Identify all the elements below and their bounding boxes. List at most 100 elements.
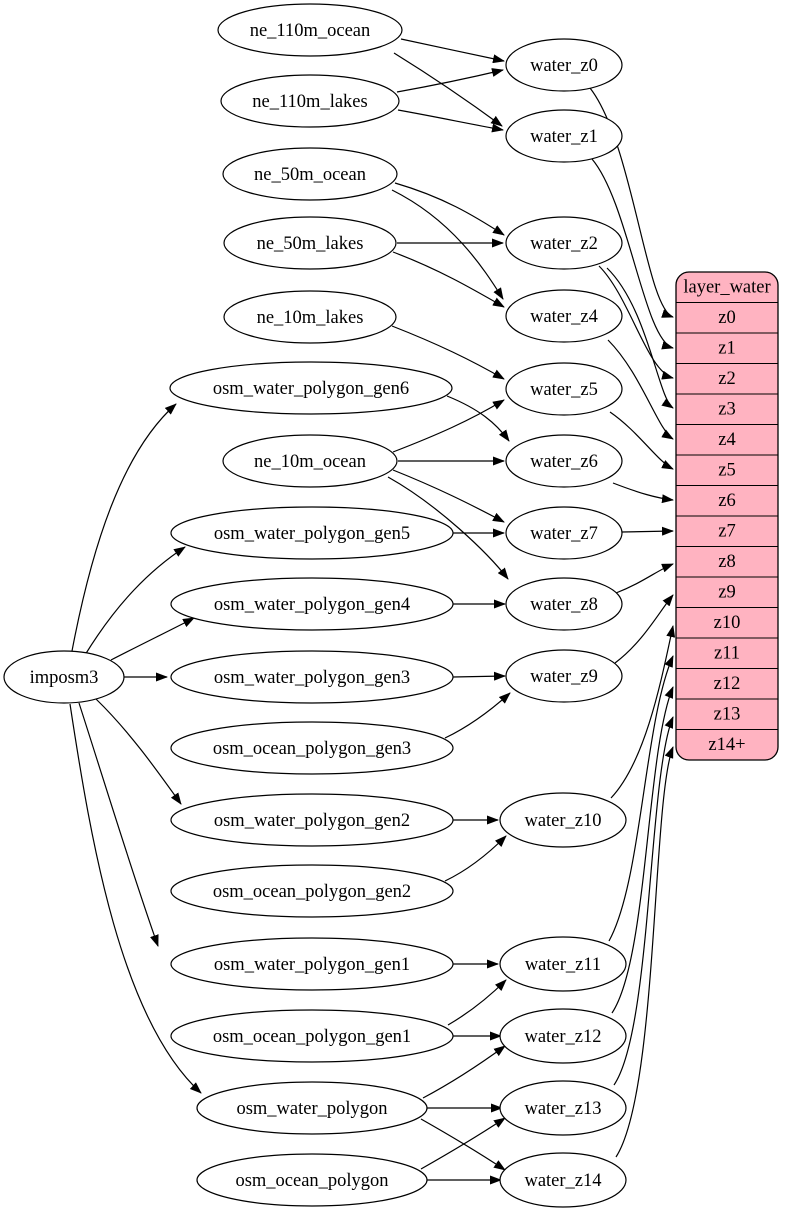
node-label-water_z8: water_z8 [530, 595, 598, 615]
node-ellipse-osm_water_polygon_gen4 [170, 577, 454, 631]
node-label-water_z13: water_z13 [524, 1099, 601, 1119]
edge-ne_110m_lakes-water_z1 [397, 109, 504, 133]
edge-water_z11-row_z11 [608, 655, 674, 942]
edge-ne_110m_lakes-water_z0 [396, 68, 504, 93]
node-label-water_z1: water_z1 [530, 127, 598, 147]
node-label-osm_water_polygon_gen5: osm_water_polygon_gen5 [214, 524, 410, 544]
table-row-z5: z5 [718, 460, 735, 480]
edge-osm_ocean_polygon_gen2-water_z10 [444, 835, 507, 882]
node-label-osm_water_polygon_gen6: osm_water_polygon_gen6 [213, 379, 409, 399]
node-ellipse-water_z7 [505, 506, 623, 560]
node-ne_110m_ocean: ne_110m_ocean [217, 3, 403, 57]
node-water_z4: water_z4 [505, 289, 623, 343]
node-label-water_z12: water_z12 [524, 1027, 601, 1047]
edge-ne_10m_ocean-water_z7 [392, 469, 505, 523]
edge-water_z0-row_z0 [589, 87, 674, 318]
table-row-z0: z0 [718, 308, 735, 328]
table-row-z14+: z14+ [708, 735, 745, 755]
node-label-osm_ocean_polygon: osm_ocean_polygon [235, 1171, 388, 1191]
node-osm_water_polygon_gen6: osm_water_polygon_gen6 [169, 361, 453, 415]
node-ellipse-osm_water_polygon_gen5 [170, 506, 454, 560]
edge-ne_110m_ocean-water_z1 [393, 52, 503, 127]
node-ne_110m_lakes: ne_110m_lakes [220, 74, 400, 128]
edge-water_z8-row_z8 [615, 563, 674, 594]
edge-water_z5-row_z5 [609, 411, 674, 470]
node-ellipse-water_z13 [499, 1080, 627, 1136]
edge-osm_water_polygon-water_z14 [420, 1118, 506, 1171]
node-ellipse-water_z0 [505, 38, 623, 92]
node-ellipse-osm_ocean_polygon [196, 1153, 428, 1207]
node-ellipse-water_z4 [505, 289, 623, 343]
node-water_z13: water_z13 [499, 1080, 627, 1136]
node-label-osm_water_polygon_gen3: osm_water_polygon_gen3 [214, 668, 410, 688]
node-water_z0: water_z0 [505, 38, 623, 92]
node-label-osm_ocean_polygon_gen3: osm_ocean_polygon_gen3 [213, 739, 411, 759]
node-water_z2: water_z2 [505, 216, 623, 270]
edge-water_z6-row_z6 [612, 482, 674, 504]
edge-ne_10m_lakes-water_z5 [391, 325, 505, 380]
node-water_z7: water_z7 [505, 506, 623, 560]
node-label-ne_50m_lakes: ne_50m_lakes [257, 234, 364, 254]
edge-osm_ocean_polygon-water_z13 [420, 1117, 506, 1170]
table-row-z12: z12 [714, 674, 741, 694]
table-row-z3: z3 [718, 399, 735, 419]
edge-imposm3-osm_water_polygon_gen2 [95, 698, 182, 805]
node-ellipse-water_z11 [499, 936, 627, 992]
edge-ne_10m_ocean-water_z5 [392, 399, 505, 453]
node-label-ne_10m_ocean: ne_10m_ocean [254, 452, 366, 472]
edge-water_z7-row_z7 [621, 526, 674, 536]
node-ne_10m_lakes: ne_10m_lakes [223, 290, 397, 344]
node-label-water_z10: water_z10 [524, 811, 601, 831]
edge-ne_10m_ocean-water_z8 [387, 476, 509, 580]
node-ellipse-ne_50m_ocean [222, 147, 398, 201]
node-ellipse-water_z14 [499, 1152, 627, 1208]
edge-water_z13-row_z13 [613, 716, 674, 1086]
edge-ne_50m_ocean-water_z2 [394, 182, 505, 236]
node-ellipse-ne_10m_ocean [222, 434, 398, 488]
edge-water_z12-row_z12 [611, 686, 674, 1014]
node-ellipse-water_z5 [505, 362, 623, 416]
node-ellipse-ne_110m_ocean [217, 3, 403, 57]
edge-osm_ocean_polygon_gen1-water_z11 [447, 979, 507, 1026]
node-label-osm_ocean_polygon_gen2: osm_ocean_polygon_gen2 [213, 882, 411, 902]
node-ellipse-ne_10m_lakes [223, 290, 397, 344]
node-ellipse-osm_water_polygon_gen3 [170, 650, 454, 704]
nodes: imposm3 ne_110m_ocean ne_110m_lakes ne_50m_… [3, 3, 627, 1208]
node-osm_water_polygon_gen4: osm_water_polygon_gen4 [170, 577, 454, 631]
node-water_z9: water_z9 [505, 649, 623, 703]
edge-water_z4-row_z4 [607, 339, 674, 440]
edge-osm_ocean_polygon_gen3-water_z9 [444, 692, 511, 739]
node-label-water_z9: water_z9 [530, 667, 598, 687]
edge-water_z9-row_z9 [614, 594, 674, 664]
table-row-z8: z8 [718, 552, 735, 572]
node-osm_water_polygon_gen3: osm_water_polygon_gen3 [170, 650, 454, 704]
node-water_z10: water_z10 [499, 792, 627, 848]
table-row-z1: z1 [718, 338, 735, 358]
edges [69, 38, 676, 1185]
node-ellipse-ne_110m_lakes [220, 74, 400, 128]
node-ellipse-water_z10 [499, 792, 627, 848]
edge-osm_water_polygon-water_z12 [422, 1045, 506, 1099]
node-imposm3: imposm3 [3, 650, 125, 704]
node-ellipse-water_z2 [505, 216, 623, 270]
edge-osm_water_polygon_gen3-water_z9 [452, 671, 506, 681]
table-title: layer_water [683, 277, 770, 297]
node-water_z1: water_z1 [505, 109, 623, 163]
node-label-water_z14: water_z14 [524, 1171, 601, 1191]
node-ellipse-water_z12 [499, 1008, 627, 1064]
table-row-z13: z13 [714, 704, 741, 724]
node-ellipse-water_z1 [505, 109, 623, 163]
node-label-water_z7: water_z7 [530, 524, 598, 544]
node-label-water_z11: water_z11 [525, 955, 601, 975]
node-water_z14: water_z14 [499, 1152, 627, 1208]
table-row-z9: z9 [718, 582, 735, 602]
table-row-z7: z7 [718, 521, 735, 541]
node-label-osm_water_polygon_gen2: osm_water_polygon_gen2 [214, 811, 410, 831]
edge-water_z2-row_z2 [598, 265, 674, 380]
node-ne_10m_ocean: ne_10m_ocean [222, 434, 398, 488]
node-label-water_z6: water_z6 [530, 452, 598, 472]
table-row-z4: z4 [718, 430, 735, 450]
node-water_z11: water_z11 [499, 936, 627, 992]
node-label-water_z0: water_z0 [530, 56, 598, 76]
edge-ne_110m_ocean-water_z0 [400, 38, 505, 64]
